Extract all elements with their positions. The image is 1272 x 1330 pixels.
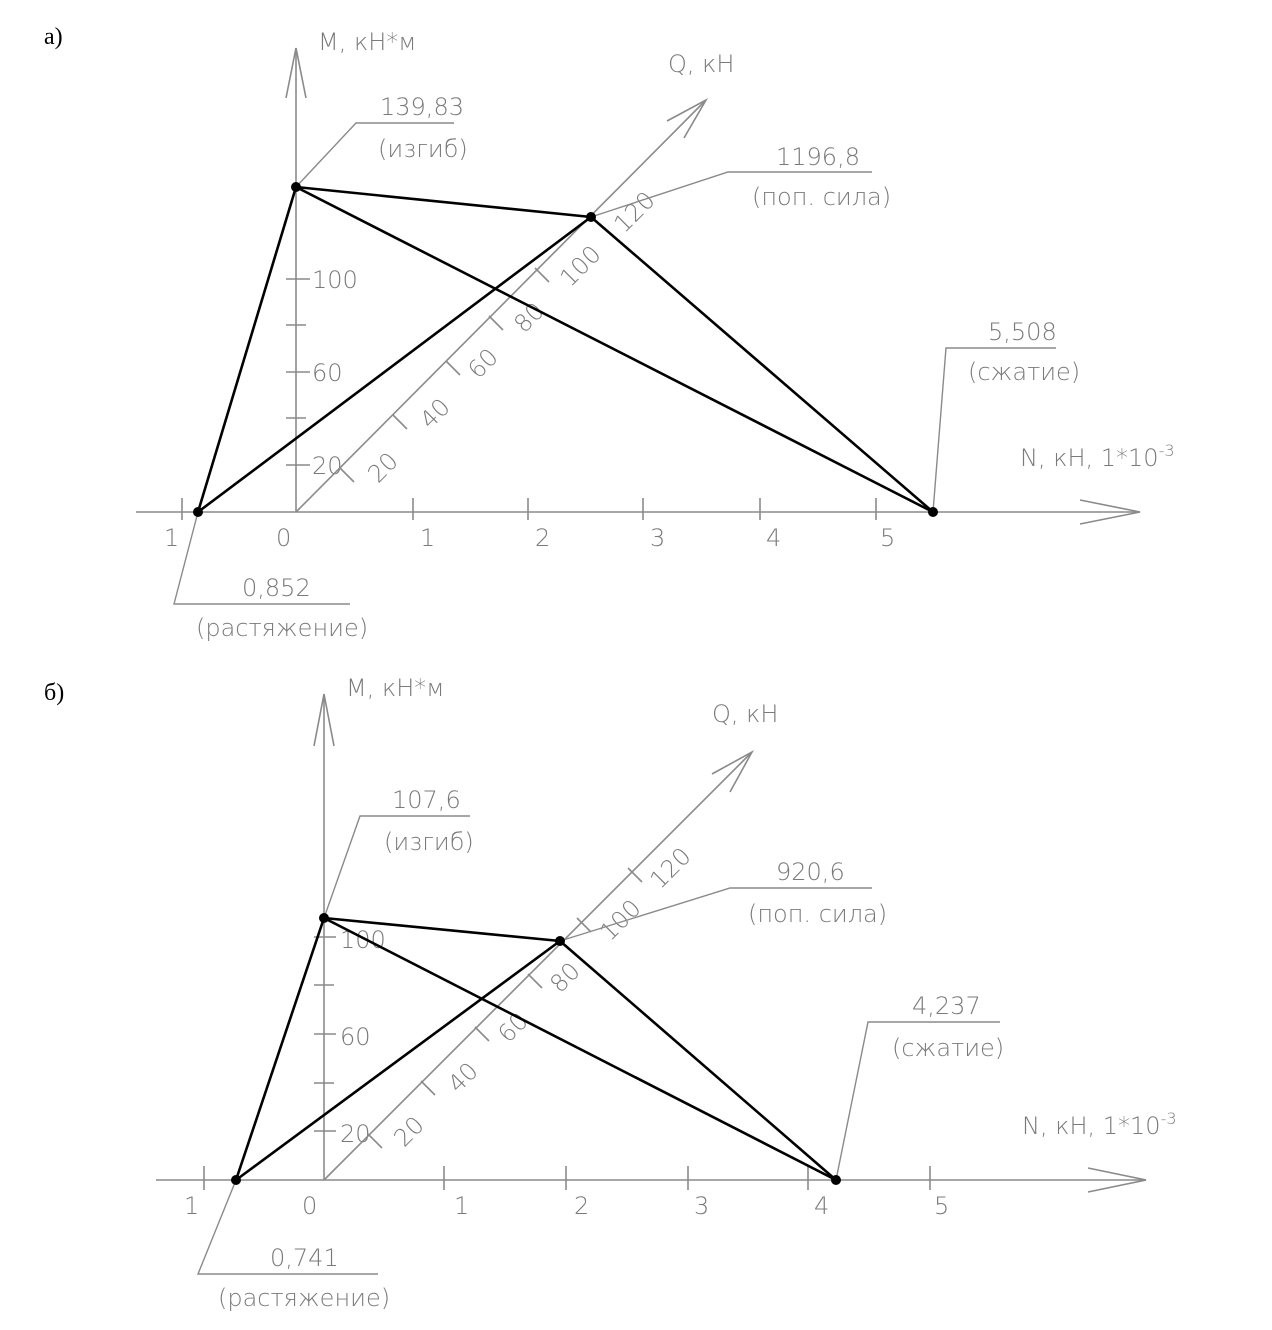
m-axis: 20 60 100 М, кН*м bbox=[285, 28, 416, 512]
callout-compression: 4,237 (сжатие) bbox=[835, 992, 1004, 1181]
edge bbox=[294, 185, 593, 219]
n-axis-exponent: -3 bbox=[1161, 1109, 1177, 1128]
m-axis: 20 60 100 М, кН*м bbox=[313, 674, 444, 1180]
edge bbox=[589, 215, 935, 514]
n-axis-label-text: N, кН, 1*10 bbox=[1022, 1112, 1161, 1140]
edge bbox=[234, 916, 326, 1182]
edge bbox=[294, 185, 935, 514]
n-axis-label: N, кН, 1*10-3 bbox=[1020, 441, 1175, 472]
interaction-nodes bbox=[193, 182, 938, 517]
n-tick-label: 0 bbox=[276, 524, 291, 552]
tension-caption: (растяжение) bbox=[196, 614, 368, 642]
n-tick-label: 3 bbox=[650, 524, 665, 552]
node-shear bbox=[586, 212, 596, 222]
tension-caption: (растяжение) bbox=[218, 1284, 390, 1312]
node-compression bbox=[928, 507, 938, 517]
m-tick-label: 60 bbox=[340, 1023, 371, 1051]
bending-value: 139,83 bbox=[380, 93, 464, 121]
node-tension bbox=[231, 1175, 241, 1185]
bending-caption: (изгиб) bbox=[378, 135, 468, 163]
q-axis: 20 40 60 80 100 120 Q, кН bbox=[295, 50, 734, 513]
bending-value: 107,6 bbox=[392, 786, 461, 814]
m-axis-label: М, кН*м bbox=[346, 674, 444, 702]
n-axis-label-text: N, кН, 1*10 bbox=[1020, 444, 1159, 472]
edge bbox=[196, 215, 593, 514]
shear-caption: (поп. сила) bbox=[748, 900, 887, 928]
q-tick-label: 60 bbox=[492, 1007, 533, 1048]
m-axis-label: М, кН*м bbox=[318, 28, 416, 56]
q-tick-label: 120 bbox=[644, 842, 696, 894]
diagram-b: б) 20 60 100 М, кН*м 1 0 1 bbox=[44, 674, 1177, 1312]
tension-value: 0,741 bbox=[270, 1244, 339, 1272]
edge bbox=[196, 185, 298, 514]
compression-value: 5,508 bbox=[988, 318, 1057, 346]
n-tick-label: 1 bbox=[420, 524, 435, 552]
diagram-label: б) bbox=[44, 680, 64, 706]
callout-tension: 0,852 (растяжение) bbox=[173, 511, 368, 642]
compression-caption: (сжатие) bbox=[968, 358, 1080, 386]
callout-shear: 1196,8 (поп. сила) bbox=[590, 143, 891, 218]
m-tick-label: 60 bbox=[312, 359, 343, 387]
q-tick-label: 60 bbox=[462, 343, 503, 384]
node-tension bbox=[193, 507, 203, 517]
q-tick-label: 80 bbox=[508, 297, 549, 338]
node-bending bbox=[319, 913, 329, 923]
callout-shear: 920,6 (поп. сила) bbox=[559, 858, 887, 942]
node-bending bbox=[291, 182, 301, 192]
bending-caption: (изгиб) bbox=[384, 828, 474, 856]
q-tick-label: 20 bbox=[362, 447, 403, 488]
m-tick-label: 100 bbox=[312, 266, 358, 294]
edge bbox=[234, 939, 562, 1182]
n-axis: 1 0 1 2 3 4 5 N, кН, 1*10-3 bbox=[156, 1109, 1177, 1220]
tension-value: 0,852 bbox=[242, 574, 311, 602]
callout-tension: 0,741 (растяжение) bbox=[196, 1179, 390, 1312]
interaction-edges bbox=[196, 185, 935, 514]
compression-caption: (сжатие) bbox=[892, 1034, 1004, 1062]
n-tick-label: 4 bbox=[766, 524, 781, 552]
m-tick-label: 20 bbox=[312, 452, 343, 480]
n-tick-label: 4 bbox=[814, 1192, 829, 1220]
n-tick-label: 5 bbox=[880, 524, 895, 552]
q-tick-label: 100 bbox=[554, 240, 606, 292]
q-tick-label: 80 bbox=[544, 957, 585, 998]
q-tick-label: 20 bbox=[388, 1111, 429, 1152]
interaction-edges bbox=[234, 916, 838, 1182]
n-axis-label: N, кН, 1*10-3 bbox=[1022, 1109, 1177, 1140]
q-axis-label: Q, кН bbox=[712, 700, 778, 728]
q-tick-label: 40 bbox=[414, 393, 455, 434]
q-tick-label: 40 bbox=[442, 1057, 483, 1098]
callout-bending: 139,83 (изгиб) bbox=[295, 93, 468, 188]
diagram-a: а) 20 60 100 М, кН*м 1 0 1 bbox=[44, 24, 1175, 642]
q-axis-label: Q, кН bbox=[668, 50, 734, 78]
n-tick-label: 3 bbox=[694, 1192, 709, 1220]
edge bbox=[322, 916, 838, 1182]
edge bbox=[322, 916, 562, 943]
edge bbox=[558, 939, 838, 1182]
n-tick-label: 2 bbox=[535, 524, 550, 552]
shear-value: 920,6 bbox=[776, 858, 845, 886]
m-tick-label: 20 bbox=[340, 1120, 371, 1148]
q-tick-label: 120 bbox=[608, 186, 660, 238]
compression-value: 4,237 bbox=[912, 992, 981, 1020]
interaction-nodes bbox=[231, 913, 841, 1185]
n-axis-exponent: -3 bbox=[1159, 441, 1175, 460]
shear-caption: (поп. сила) bbox=[752, 183, 891, 211]
n-tick-label: 1 bbox=[454, 1192, 469, 1220]
n-tick-label: 1 bbox=[184, 1192, 199, 1220]
n-tick-label: 2 bbox=[574, 1192, 589, 1220]
n-axis: 1 0 1 2 3 4 5 N, кН, 1*10-3 bbox=[136, 441, 1175, 552]
n-tick-label: 0 bbox=[302, 1192, 317, 1220]
n-tick-label: 1 bbox=[164, 524, 179, 552]
node-shear bbox=[555, 936, 565, 946]
n-tick-label: 5 bbox=[934, 1192, 949, 1220]
node-compression bbox=[831, 1175, 841, 1185]
diagram-label: а) bbox=[44, 24, 63, 50]
callout-bending: 107,6 (изгиб) bbox=[323, 786, 474, 919]
shear-value: 1196,8 bbox=[776, 143, 860, 171]
callout-compression: 5,508 (сжатие) bbox=[932, 318, 1080, 513]
